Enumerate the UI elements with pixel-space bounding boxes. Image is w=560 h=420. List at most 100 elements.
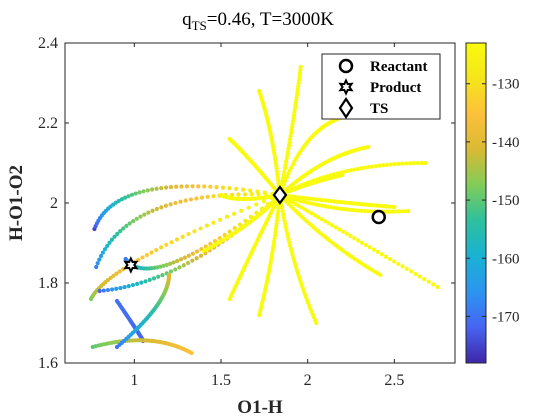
trajectory-point — [366, 164, 371, 170]
trajectory-point — [284, 227, 289, 233]
trajectory-point — [282, 169, 287, 174]
legend-item-product: Product — [338, 78, 421, 96]
trajectory-point — [396, 209, 401, 214]
trajectory-point — [122, 195, 128, 200]
trajectory-point — [218, 192, 224, 198]
trajectory-point — [154, 247, 159, 253]
trajectory-point — [323, 219, 328, 224]
trajectory-point — [290, 199, 295, 205]
x-tick-label: 2 — [304, 372, 312, 389]
trajectory-point — [399, 209, 405, 214]
trajectory-point — [365, 209, 370, 214]
trajectory-point — [330, 223, 335, 228]
trajectory-point — [189, 350, 194, 356]
legend-ts-marker — [338, 97, 354, 119]
trajectory-point — [112, 234, 117, 239]
trajectory-point — [188, 197, 194, 202]
trajectory-point — [186, 231, 191, 237]
trajectory-point — [276, 205, 281, 210]
trajectory-point — [118, 229, 123, 234]
trajectory-point — [413, 271, 418, 277]
trajectory-point — [431, 282, 436, 287]
trajectory-point — [348, 233, 353, 239]
trajectory-point — [129, 192, 135, 197]
trajectory-point — [387, 209, 392, 214]
trajectory-point — [190, 251, 195, 256]
trajectory-point — [127, 221, 132, 226]
trajectory-point — [355, 166, 361, 171]
trajectory-point — [173, 200, 178, 206]
trajectory-point — [227, 186, 232, 191]
trajectory-point — [387, 256, 393, 262]
trajectory-point — [282, 166, 288, 171]
trajectory-point — [199, 195, 205, 200]
colorbar-tick-label: -170 — [492, 309, 520, 325]
trajectory-point — [344, 207, 349, 212]
trajectory-point — [371, 247, 376, 252]
trajectory-point — [190, 184, 195, 189]
trajectory-point — [243, 218, 248, 223]
trajectory-point — [131, 218, 136, 224]
trajectory-point — [306, 209, 311, 214]
trajectory-point — [352, 167, 357, 172]
trajectory-point — [246, 205, 251, 210]
trajectory — [227, 136, 283, 198]
trajectory-point — [288, 134, 293, 139]
trajectory-point — [285, 231, 290, 236]
trajectory-point — [302, 207, 307, 212]
trajectory-point — [286, 171, 291, 176]
trajectory-point — [284, 159, 289, 164]
trajectory-point — [178, 257, 184, 262]
trajectory-point — [211, 220, 216, 225]
trajectory-point — [159, 205, 164, 210]
trajectory-point — [392, 162, 397, 167]
trajectory-point — [168, 261, 173, 266]
trajectory-point — [114, 286, 119, 291]
trajectory-point — [114, 271, 119, 276]
x-tick-label: 1.5 — [211, 372, 231, 389]
trajectory-point — [383, 254, 388, 259]
colorbar-tick-label: -140 — [492, 135, 520, 151]
trajectory-point — [309, 211, 314, 216]
trajectory-point — [287, 140, 292, 145]
trajectory-point — [296, 203, 301, 208]
trajectory-point — [185, 260, 191, 266]
trajectory-point — [126, 194, 131, 199]
trajectory-point — [169, 240, 174, 245]
trajectory-point — [116, 198, 121, 204]
trajectory-point — [400, 161, 405, 166]
trajectory-point — [404, 266, 409, 271]
trajectory-point — [384, 162, 390, 167]
trajectory-point — [212, 238, 218, 244]
trajectory-point — [198, 253, 204, 258]
title-subscript: TS — [192, 18, 207, 33]
trajectory-point — [149, 250, 154, 255]
trajectory — [114, 272, 172, 350]
trajectory-point — [159, 185, 164, 191]
trajectory-point — [179, 184, 184, 189]
trajectory-point — [143, 279, 148, 284]
trajectory-point — [122, 284, 127, 290]
trajectory-point — [298, 64, 303, 70]
trajectory-point — [283, 221, 288, 226]
trajectory-point — [194, 249, 200, 254]
trajectory-point — [378, 272, 383, 278]
trajectory-point — [171, 260, 176, 265]
trajectory-point — [160, 272, 165, 278]
trajectory-point — [163, 203, 168, 208]
x-tick-label: 1 — [130, 372, 138, 389]
trajectory-point — [175, 258, 180, 264]
trajectory-point — [284, 174, 289, 180]
trajectory-point — [227, 296, 232, 302]
trajectory-point — [299, 205, 304, 210]
trajectory-point — [168, 269, 174, 274]
trajectory-point — [150, 187, 155, 192]
legend-reactant-label: Reactant — [370, 59, 427, 75]
colorbar-tick-label: -160 — [492, 251, 520, 267]
trajectory-point — [422, 277, 427, 282]
trajectory-point — [138, 214, 143, 219]
trajectory-point — [400, 264, 405, 269]
trajectory-point — [417, 274, 422, 279]
trajectory — [257, 88, 283, 198]
trajectory-point — [287, 137, 293, 142]
